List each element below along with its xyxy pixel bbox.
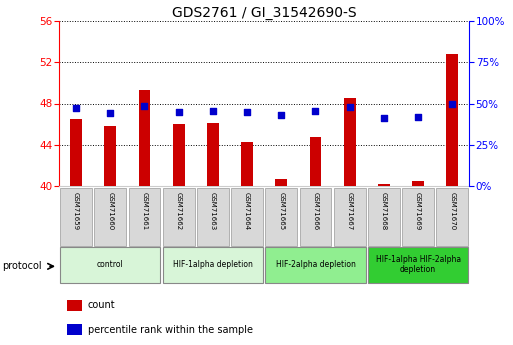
Text: GSM71666: GSM71666 [312, 193, 319, 230]
Bar [275, 179, 287, 186]
Text: GSM71662: GSM71662 [175, 193, 182, 230]
Bar [139, 90, 150, 186]
Bar [446, 54, 458, 186]
Bar [241, 142, 253, 186]
Point [106, 110, 114, 115]
Bar [207, 123, 219, 186]
Bar [197, 188, 229, 246]
Bar [60, 188, 92, 246]
Text: GSM71665: GSM71665 [278, 193, 284, 230]
Point [141, 104, 149, 109]
Point [243, 109, 251, 115]
Bar [368, 247, 468, 283]
Text: GSM71664: GSM71664 [244, 193, 250, 230]
Point [380, 115, 388, 120]
Bar [231, 188, 263, 246]
Bar [378, 184, 390, 186]
Text: GSM71661: GSM71661 [142, 193, 148, 230]
Bar [344, 98, 356, 186]
Text: GSM71659: GSM71659 [73, 193, 79, 230]
Point [72, 106, 80, 111]
Bar [437, 188, 468, 246]
Point [209, 109, 217, 114]
Bar [402, 188, 434, 246]
Text: GSM71669: GSM71669 [415, 193, 421, 230]
Bar [67, 324, 82, 335]
Point [174, 109, 183, 115]
Bar [163, 188, 194, 246]
Text: GSM71670: GSM71670 [449, 193, 456, 230]
Text: control: control [97, 260, 124, 269]
Point [311, 109, 320, 114]
Text: GSM71663: GSM71663 [210, 193, 216, 230]
Bar [309, 137, 322, 186]
Text: HIF-1alpha depletion: HIF-1alpha depletion [173, 260, 253, 269]
Bar [265, 188, 297, 246]
Bar [334, 188, 366, 246]
Bar [60, 247, 161, 283]
Text: HIF-2alpha depletion: HIF-2alpha depletion [275, 260, 356, 269]
Title: GDS2761 / GI_31542690-S: GDS2761 / GI_31542690-S [172, 6, 357, 20]
Point [414, 114, 422, 119]
Bar [368, 188, 400, 246]
Bar [94, 188, 126, 246]
Bar [104, 126, 116, 186]
Point [277, 112, 285, 118]
Bar [163, 247, 263, 283]
Bar [67, 300, 82, 311]
Point [448, 101, 457, 107]
Bar [70, 119, 82, 186]
Text: HIF-1alpha HIF-2alpha
depletion: HIF-1alpha HIF-2alpha depletion [376, 255, 461, 275]
Bar [129, 188, 161, 246]
Text: protocol: protocol [3, 262, 42, 271]
Text: GSM71667: GSM71667 [347, 193, 353, 230]
Bar [300, 188, 331, 246]
Text: GSM71660: GSM71660 [107, 193, 113, 230]
Bar [412, 181, 424, 186]
Text: count: count [88, 300, 115, 310]
Text: percentile rank within the sample: percentile rank within the sample [88, 325, 253, 335]
Bar [265, 247, 366, 283]
Text: GSM71668: GSM71668 [381, 193, 387, 230]
Bar [173, 124, 185, 186]
Point [346, 104, 354, 110]
